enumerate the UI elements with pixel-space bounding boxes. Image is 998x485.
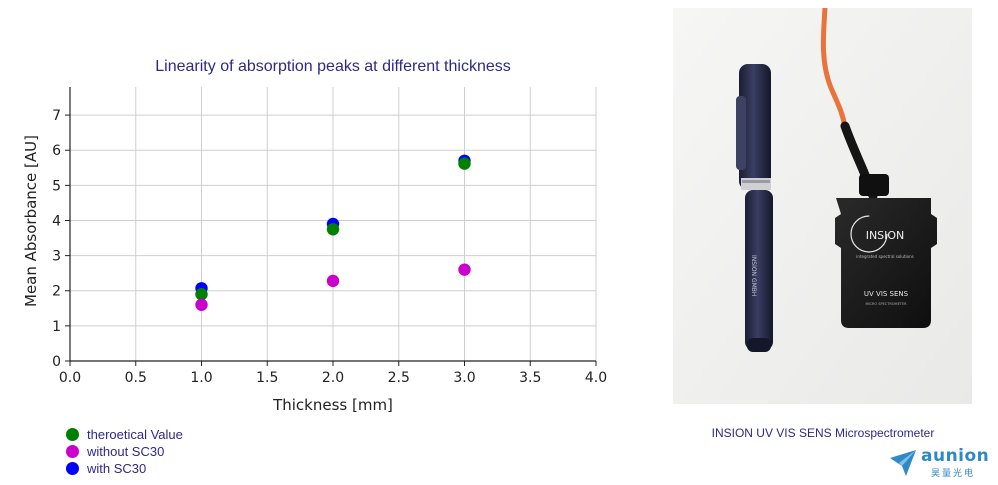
- point-without-sc30: [195, 298, 208, 311]
- point-theroetical-value: [195, 288, 208, 301]
- pen: INSION GMBH: [736, 64, 773, 352]
- photo-caption: INSION UV VIS SENS Microspectrometer: [711, 426, 935, 440]
- x-tick-label: 0.5: [125, 370, 147, 386]
- pen-text: INSION GMBH: [750, 255, 757, 296]
- x-axis-label: Thickness [mm]: [272, 396, 393, 414]
- y-tick-label: 1: [52, 319, 61, 335]
- x-tick-label: 3.5: [519, 370, 541, 386]
- x-tick-label: 3.0: [453, 370, 475, 386]
- spectrometer-device: INSION integrated spectral solutions UV …: [835, 174, 937, 328]
- legend-swatch: [66, 462, 79, 475]
- paper-plane-icon: [890, 450, 916, 476]
- point-theroetical-value: [458, 157, 471, 170]
- chart-legend: theroetical Value without SC30 with SC30: [66, 426, 183, 477]
- aunion-logo: aunion 昊量光电: [888, 446, 990, 480]
- legend-label: without SC30: [87, 444, 165, 459]
- legend-swatch: [66, 445, 79, 458]
- legend-item-theroetical-value: theroetical Value: [66, 426, 183, 443]
- legend-label: with SC30: [87, 461, 147, 476]
- x-tick-label: 1.5: [256, 370, 278, 386]
- point-theroetical-value: [326, 223, 340, 236]
- device-sub: MICRO SPECTROMETER: [865, 302, 907, 306]
- legend-label: theroetical Value: [87, 427, 183, 442]
- legend-item-with-sc30: with SC30: [66, 460, 183, 477]
- legend-item-without-sc30: without SC30: [66, 443, 183, 460]
- point-without-sc30: [326, 274, 340, 288]
- x-tick-label: 2.0: [322, 370, 344, 386]
- y-tick-label: 2: [52, 284, 61, 300]
- axis-layer: 0.0 0.5 1.0 1.5 2.0 2.5 3.0 3.5 4.0 0 1 2 3 4 5 6 7: [52, 87, 607, 386]
- device-brand: INSION: [866, 229, 905, 242]
- x-tick-label: 4.0: [585, 370, 607, 386]
- y-axis-label: Mean Absorbance [AU]: [22, 135, 40, 307]
- points-layer: [195, 154, 471, 311]
- device-model: UV VIS SENS: [864, 290, 909, 298]
- point-without-sc30: [458, 263, 471, 276]
- chart-title: Linearity of absorption peaks at differe…: [155, 58, 511, 75]
- device-tagline: integrated spectral solutions: [856, 254, 913, 259]
- product-photo: INSION GMBH INSION integrated spectral s…: [673, 8, 972, 404]
- scatter-chart: 0.0 0.5 1.0 1.5 2.0 2.5 3.0 3.5 4.0 0 1 2 3 4 5 6 7 Thic…: [22, 87, 607, 414]
- y-tick-label: 6: [52, 143, 61, 159]
- y-tick-label: 4: [52, 213, 61, 229]
- y-tick-label: 7: [52, 108, 61, 124]
- spectrometer-photo-illustration: INSION GMBH INSION integrated spectral s…: [673, 8, 972, 404]
- y-tick-label: 0: [52, 354, 61, 370]
- x-tick-label: 2.5: [388, 370, 410, 386]
- legend-swatch: [66, 428, 79, 441]
- logo-text: aunion: [921, 446, 990, 466]
- x-tick-label: 1.0: [190, 370, 212, 386]
- logo-subtext: 昊量光电: [931, 469, 976, 479]
- y-tick-label: 5: [52, 178, 61, 194]
- y-tick-label: 3: [52, 249, 61, 265]
- x-tick-label: 0.0: [59, 370, 81, 386]
